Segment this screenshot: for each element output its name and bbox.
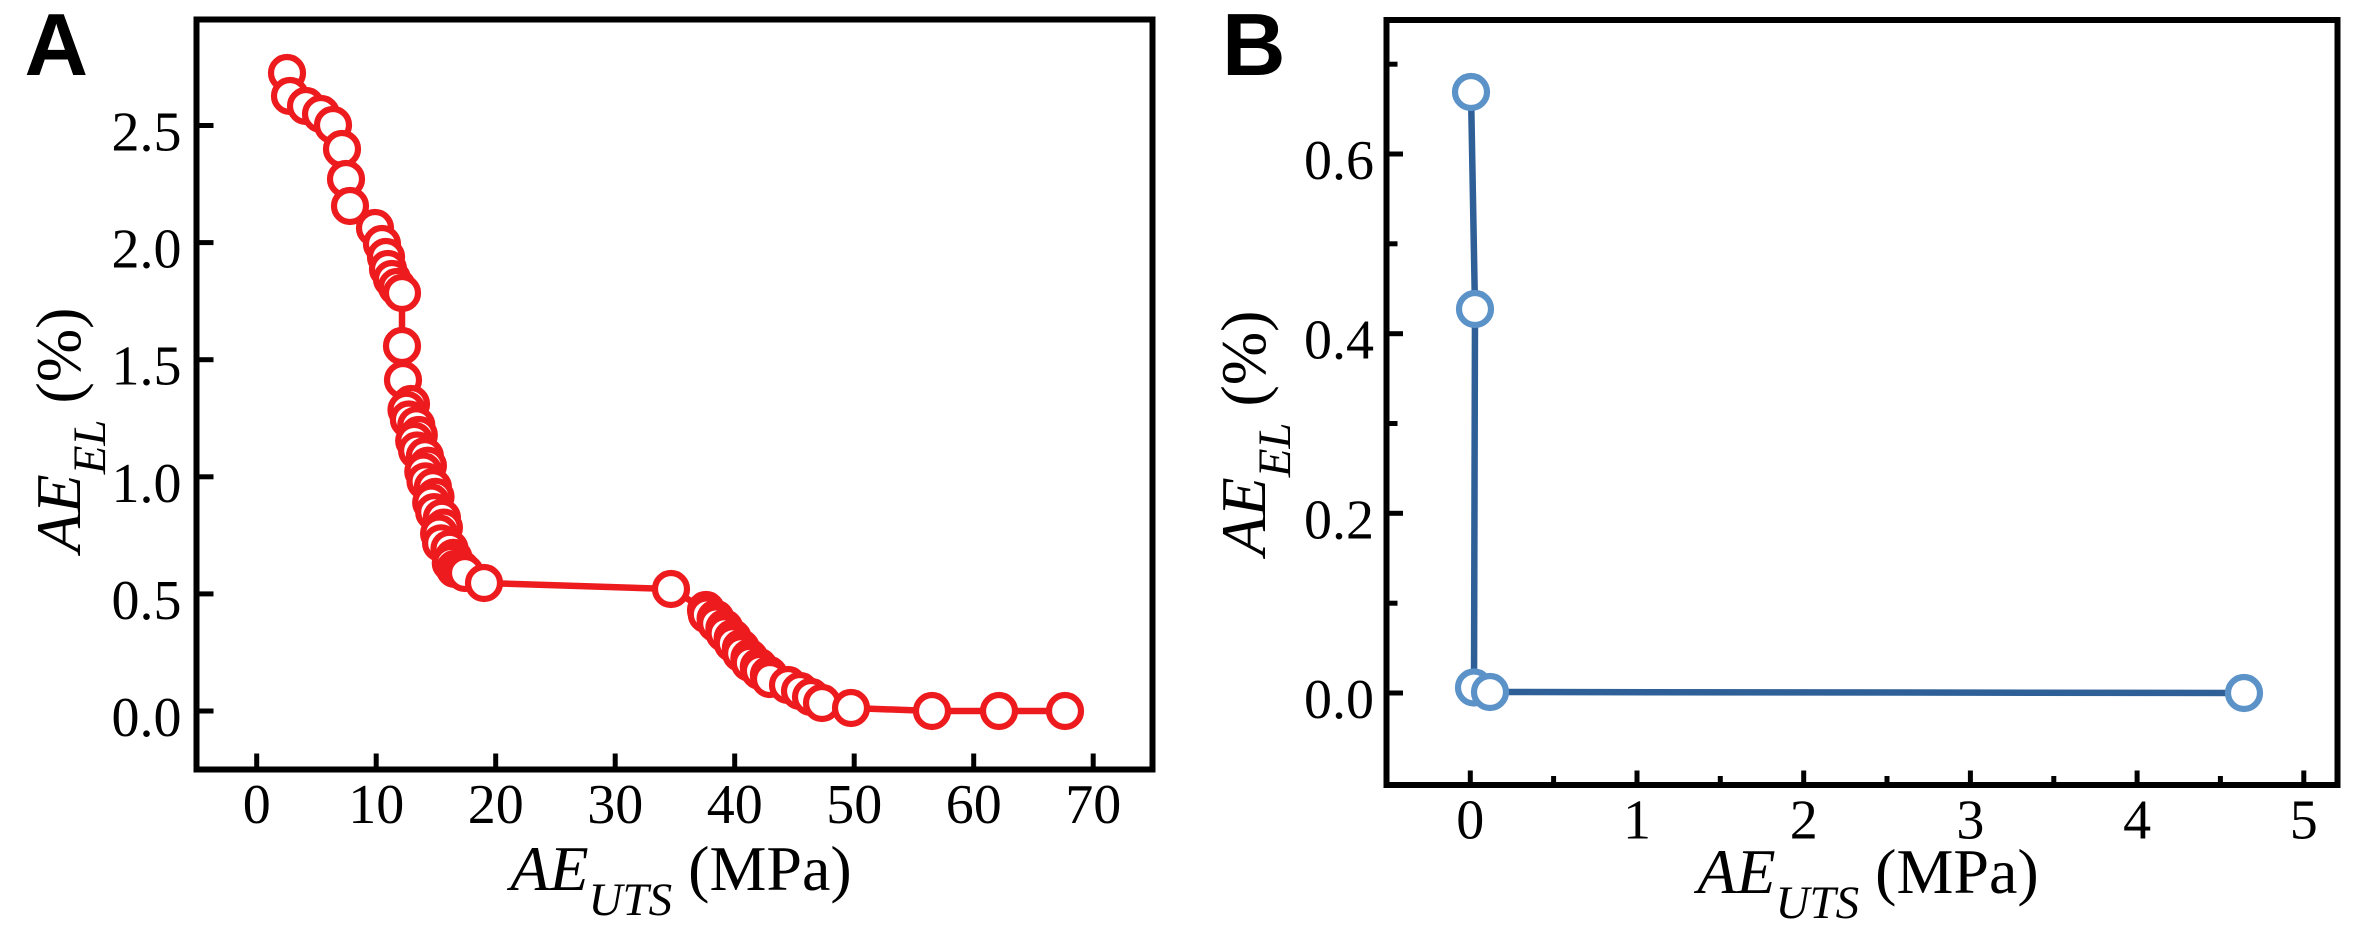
svg-text:0.4: 0.4 [1304, 310, 1374, 372]
svg-text:0.0: 0.0 [1304, 669, 1374, 731]
svg-text:70: 70 [1065, 774, 1121, 836]
svg-text:10: 10 [348, 774, 404, 836]
svg-text:5: 5 [2290, 790, 2318, 852]
svg-text:0.5: 0.5 [112, 570, 182, 632]
svg-text:1: 1 [1623, 790, 1651, 852]
svg-text:1.0: 1.0 [112, 453, 182, 515]
svg-text:AEUTS (MPa): AEUTS (MPa) [506, 833, 851, 926]
svg-text:AEEL (%): AEEL (%) [23, 308, 116, 557]
svg-text:B: B [1222, 0, 1286, 94]
svg-text:20: 20 [468, 774, 524, 836]
svg-text:40: 40 [707, 774, 763, 836]
svg-text:1.5: 1.5 [112, 336, 182, 398]
svg-text:0.6: 0.6 [1304, 130, 1374, 192]
svg-text:0.0: 0.0 [112, 687, 182, 749]
svg-text:0: 0 [243, 774, 271, 836]
svg-text:0.2: 0.2 [1304, 489, 1374, 551]
svg-text:AEEL (%): AEEL (%) [1208, 311, 1301, 560]
svg-text:3: 3 [1956, 790, 1984, 852]
svg-text:60: 60 [946, 774, 1002, 836]
svg-text:50: 50 [826, 774, 882, 836]
svg-text:2.0: 2.0 [112, 219, 182, 281]
svg-text:0: 0 [1456, 790, 1484, 852]
svg-text:2: 2 [1790, 790, 1818, 852]
svg-text:4: 4 [2123, 790, 2151, 852]
svg-text:30: 30 [587, 774, 643, 836]
svg-text:AEUTS (MPa): AEUTS (MPa) [1693, 836, 2038, 929]
svg-text:2.5: 2.5 [112, 102, 182, 164]
svg-text:A: A [25, 0, 89, 94]
